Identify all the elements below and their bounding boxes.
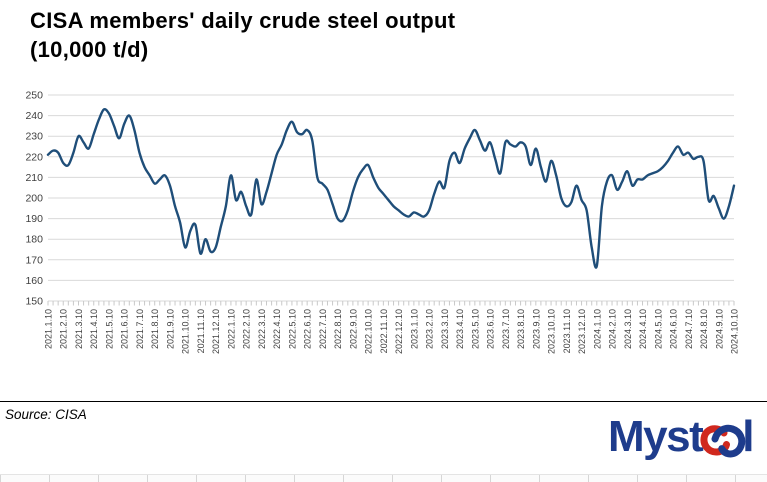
svg-text:200: 200 [25, 193, 43, 205]
svg-text:2022.10.10: 2022.10.10 [364, 309, 374, 354]
svg-text:2023.12.10: 2023.12.10 [577, 309, 587, 354]
mysteel-swirl-icon [700, 424, 746, 458]
svg-text:2023.9.10: 2023.9.10 [531, 309, 541, 349]
svg-text:250: 250 [25, 90, 43, 102]
svg-text:2024.3.10: 2024.3.10 [623, 309, 633, 349]
footer-divider [0, 401, 767, 402]
svg-text:2024.5.10: 2024.5.10 [653, 309, 663, 349]
svg-text:2022.4.10: 2022.4.10 [272, 309, 282, 349]
svg-text:2024.4.10: 2024.4.10 [638, 309, 648, 349]
svg-text:180: 180 [25, 234, 43, 246]
spreadsheet-edge-artifact [0, 474, 767, 482]
mysteel-logo-text-suffix: l [742, 412, 754, 461]
svg-text:2023.8.10: 2023.8.10 [516, 309, 526, 349]
chart-title-line-1: CISA members' daily crude steel output [30, 8, 456, 33]
svg-text:2024.10.10: 2024.10.10 [730, 309, 740, 354]
svg-text:2021.12.10: 2021.12.10 [211, 309, 221, 354]
svg-text:2023.4.10: 2023.4.10 [455, 309, 465, 349]
svg-text:2023.5.10: 2023.5.10 [470, 309, 480, 349]
svg-text:170: 170 [25, 254, 43, 266]
svg-text:2021.5.10: 2021.5.10 [104, 309, 114, 349]
svg-text:2024.6.10: 2024.6.10 [669, 309, 679, 349]
svg-text:2022.9.10: 2022.9.10 [348, 309, 358, 349]
svg-text:2023.11.10: 2023.11.10 [562, 309, 572, 353]
svg-text:2022.8.10: 2022.8.10 [333, 309, 343, 349]
chart-title: CISA members' daily crude steel output (… [30, 6, 455, 64]
svg-text:210: 210 [25, 172, 43, 184]
svg-text:2021.6.10: 2021.6.10 [120, 309, 130, 349]
svg-text:2021.4.10: 2021.4.10 [89, 309, 99, 349]
svg-text:2024.8.10: 2024.8.10 [699, 309, 709, 349]
steel-output-line-chart: 250 240 230 220 210 200 190 180 170 160 1502021.1.… [25, 90, 740, 355]
svg-text:2021.7.10: 2021.7.10 [135, 309, 145, 349]
svg-text:2022.1.10: 2022.1.10 [226, 309, 236, 349]
svg-text:2022.7.10: 2022.7.10 [318, 309, 328, 349]
svg-text:2022.3.10: 2022.3.10 [257, 309, 267, 349]
svg-text:2022.5.10: 2022.5.10 [287, 309, 297, 349]
svg-text:2021.11.10: 2021.11.10 [196, 309, 206, 353]
svg-text:2023.10.10: 2023.10.10 [547, 309, 557, 354]
svg-text:2023.3.10: 2023.3.10 [440, 309, 450, 349]
svg-text:2021.8.10: 2021.8.10 [150, 309, 160, 349]
svg-text:160: 160 [25, 275, 43, 287]
svg-text:2023.6.10: 2023.6.10 [486, 309, 496, 349]
svg-text:2024.7.10: 2024.7.10 [684, 309, 694, 349]
svg-text:2022.2.10: 2022.2.10 [242, 309, 252, 349]
svg-text:2021.2.10: 2021.2.10 [59, 309, 69, 349]
svg-text:2021.9.10: 2021.9.10 [165, 309, 175, 349]
svg-text:2022.11.10: 2022.11.10 [379, 309, 389, 353]
svg-text:2024.2.10: 2024.2.10 [608, 309, 618, 349]
mysteel-logo-text-prefix: Myst [608, 412, 704, 461]
svg-text:2021.1.10: 2021.1.10 [44, 309, 54, 349]
svg-text:2022.12.10: 2022.12.10 [394, 309, 404, 354]
mysteel-logo: Myst l [608, 411, 754, 463]
svg-text:150: 150 [25, 296, 43, 308]
svg-text:240: 240 [25, 110, 43, 122]
svg-text:2023.7.10: 2023.7.10 [501, 309, 511, 349]
svg-text:2024.9.10: 2024.9.10 [714, 309, 724, 349]
svg-text:230: 230 [25, 131, 43, 143]
svg-text:2021.3.10: 2021.3.10 [74, 309, 84, 349]
svg-text:2022.6.10: 2022.6.10 [303, 309, 313, 349]
source-caption: Source: CISA [5, 407, 87, 422]
svg-text:2023.1.10: 2023.1.10 [409, 309, 419, 349]
svg-text:190: 190 [25, 213, 43, 225]
svg-text:2021.10.10: 2021.10.10 [181, 309, 191, 354]
svg-text:2024.1.10: 2024.1.10 [592, 309, 602, 349]
chart-title-line-2: (10,000 t/d) [30, 37, 149, 62]
svg-text:220: 220 [25, 151, 43, 163]
svg-text:2023.2.10: 2023.2.10 [425, 309, 435, 349]
